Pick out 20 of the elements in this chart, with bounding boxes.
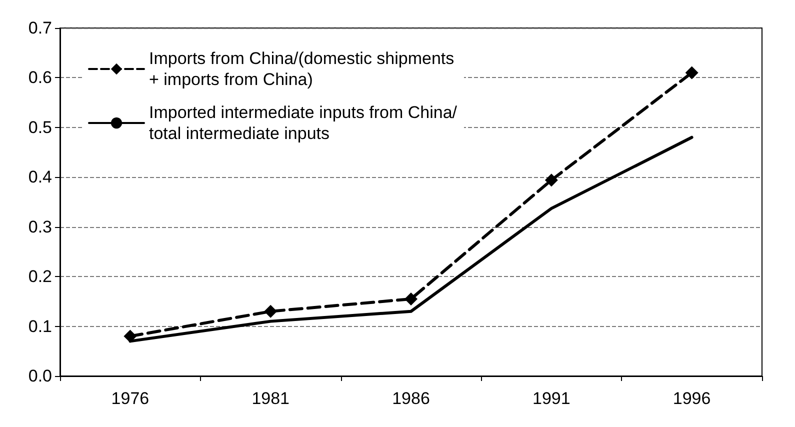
y-tick-label: 0.0 <box>28 366 52 386</box>
point <box>264 304 278 318</box>
point <box>404 292 418 306</box>
y-tick-label: 0.3 <box>28 217 52 236</box>
legend-label: Imported intermediate inputs from China/total intermediate inputs <box>149 103 458 143</box>
x-tick-label: 1991 <box>532 389 570 408</box>
y-tick-label: 0.2 <box>28 267 52 286</box>
point <box>544 174 558 187</box>
y-tick-label: 0.4 <box>28 168 52 187</box>
y-tick-label: 0.1 <box>28 316 52 336</box>
point <box>685 66 698 80</box>
legend-label: Imports from China/(domestic shipments + imports from China) <box>149 49 459 89</box>
x-tick-label: 1976 <box>111 389 150 408</box>
y-tick-label: 0.6 <box>28 68 52 88</box>
y-tick-label: 0.7 <box>28 18 52 38</box>
y-tick-label: 0.5 <box>28 118 52 137</box>
x-tick-label: 1981 <box>252 389 290 408</box>
x-tick-label: 1986 <box>392 389 430 408</box>
x-tick-label: 1996 <box>672 389 711 408</box>
point <box>124 330 137 343</box>
